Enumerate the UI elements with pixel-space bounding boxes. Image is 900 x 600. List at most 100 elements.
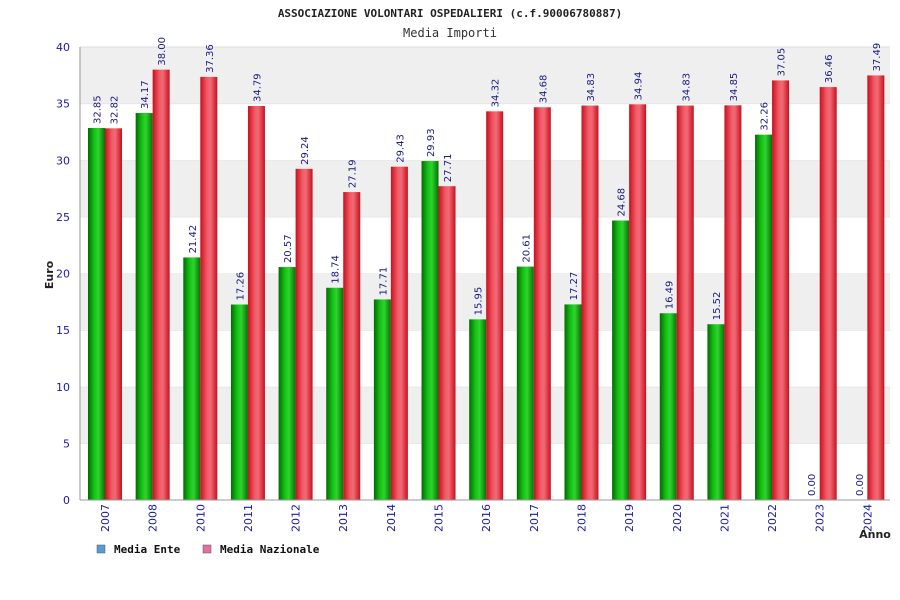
y-tick-label: 35 <box>56 98 70 111</box>
bar-media-ente <box>373 299 391 500</box>
data-label: 0.00 <box>807 474 818 496</box>
x-tick-label: 2022 <box>766 504 779 532</box>
x-tick-label: 2007 <box>99 504 112 532</box>
data-label: 17.71 <box>378 267 389 296</box>
data-label: 29.93 <box>426 128 437 157</box>
data-label: 32.85 <box>93 95 104 124</box>
x-tick-label: 2013 <box>337 504 350 532</box>
data-label: 24.68 <box>617 188 628 217</box>
y-tick-label: 0 <box>63 494 70 507</box>
data-label: 34.32 <box>491 79 502 108</box>
legend-label-nazionale: Media Nazionale <box>220 543 320 556</box>
data-label: 34.68 <box>538 75 549 104</box>
data-label: 34.83 <box>586 73 597 102</box>
x-tick-label: 2016 <box>480 504 493 532</box>
y-tick-label: 40 <box>56 41 70 54</box>
y-tick-label: 25 <box>56 211 70 224</box>
data-label: 32.26 <box>760 102 771 131</box>
bar-media-ente <box>707 324 725 500</box>
bar-media-nazionale <box>724 105 742 500</box>
data-label: 16.49 <box>664 281 675 310</box>
x-tick-label: 2015 <box>433 504 446 532</box>
data-label: 18.74 <box>331 255 342 284</box>
bar-media-nazionale <box>295 168 313 500</box>
x-tick-label: 2024 <box>861 504 874 532</box>
data-label: 34.85 <box>729 73 740 102</box>
bar-media-nazionale <box>676 105 694 501</box>
data-label: 34.79 <box>252 73 263 102</box>
chart-subtitle: Media Importi <box>403 26 497 40</box>
bar-media-ente <box>421 161 439 500</box>
x-tick-label: 2018 <box>575 504 588 532</box>
data-label: 37.49 <box>872 43 883 72</box>
legend-label-ente: Media Ente <box>114 543 181 556</box>
bar-media-ente <box>230 304 248 500</box>
bar-media-ente <box>659 313 677 500</box>
bar-media-ente <box>564 304 582 500</box>
bar-media-ente <box>88 127 105 500</box>
bar-media-nazionale <box>533 107 551 501</box>
data-label: 38.00 <box>157 37 168 66</box>
x-axis-ticks: 2007 2008 2010 2011 2012 2013 2014 2015 2016 2017… <box>99 504 874 532</box>
data-label: 21.42 <box>188 225 199 254</box>
data-label: 36.46 <box>824 54 835 83</box>
chart-title: ASSOCIAZIONE VOLONTARI OSPEDALIERI (c.f.… <box>278 7 622 20</box>
data-label: 17.27 <box>569 272 580 301</box>
data-label: 15.52 <box>712 292 723 321</box>
legend: Media Ente Media Nazionale <box>96 543 320 556</box>
x-tick-label: 2023 <box>814 504 827 532</box>
data-label: 32.82 <box>110 96 121 125</box>
data-label: 0.00 <box>855 474 866 496</box>
bar-media-ente <box>612 220 630 500</box>
x-tick-label: 2019 <box>623 504 636 532</box>
data-label: 17.26 <box>235 272 246 301</box>
data-label: 15.95 <box>474 287 485 316</box>
x-tick-label: 2008 <box>147 504 160 532</box>
bar-media-ente <box>183 257 201 500</box>
bar-media-nazionale <box>390 166 408 500</box>
data-label: 20.57 <box>283 234 294 263</box>
bar-media-ente <box>278 267 296 500</box>
x-tick-label: 2010 <box>194 504 207 532</box>
bar-media-ente <box>135 113 153 500</box>
data-label: 34.17 <box>140 80 151 109</box>
bar-media-nazionale <box>438 186 456 500</box>
bar-media-nazionale <box>629 104 647 500</box>
y-tick-label: 15 <box>56 324 70 337</box>
y-axis-ticks: 0 5 10 15 20 25 30 35 40 <box>56 41 70 507</box>
bar-media-nazionale <box>819 87 837 500</box>
x-tick-label: 2020 <box>671 504 684 532</box>
bar-media-nazionale <box>247 106 265 501</box>
bar-media-nazionale <box>343 192 361 501</box>
y-tick-label: 5 <box>63 437 70 450</box>
x-tick-label: 2021 <box>718 504 731 532</box>
data-label: 29.43 <box>395 134 406 163</box>
bar-media-ente <box>469 319 487 500</box>
bar-media-ente <box>755 134 773 500</box>
legend-swatch-ente <box>96 544 106 554</box>
x-tick-label: 2014 <box>385 504 398 532</box>
x-tick-label: 2017 <box>528 504 541 532</box>
y-tick-label: 10 <box>56 381 70 394</box>
legend-swatch-nazionale <box>202 544 212 554</box>
bar-media-nazionale <box>581 105 599 501</box>
bar-media-ente <box>516 266 534 500</box>
data-label: 20.61 <box>521 234 532 263</box>
x-tick-label: 2012 <box>290 504 303 532</box>
data-label: 27.19 <box>348 159 359 188</box>
bars-group <box>88 69 885 501</box>
x-axis-label: Anno <box>859 528 891 541</box>
data-label: 34.83 <box>681 73 692 102</box>
bar-media-nazionale <box>105 128 122 500</box>
bar-media-nazionale <box>867 75 885 500</box>
data-label: 34.94 <box>634 72 645 101</box>
y-tick-label: 20 <box>56 268 70 281</box>
data-label: 27.71 <box>443 154 454 183</box>
data-label: 37.36 <box>205 44 216 73</box>
data-label: 37.05 <box>777 48 788 77</box>
bar-media-ente <box>326 287 344 500</box>
bar-media-nazionale <box>152 69 170 501</box>
bar-media-nazionale <box>486 111 504 501</box>
y-tick-label: 30 <box>56 154 70 167</box>
